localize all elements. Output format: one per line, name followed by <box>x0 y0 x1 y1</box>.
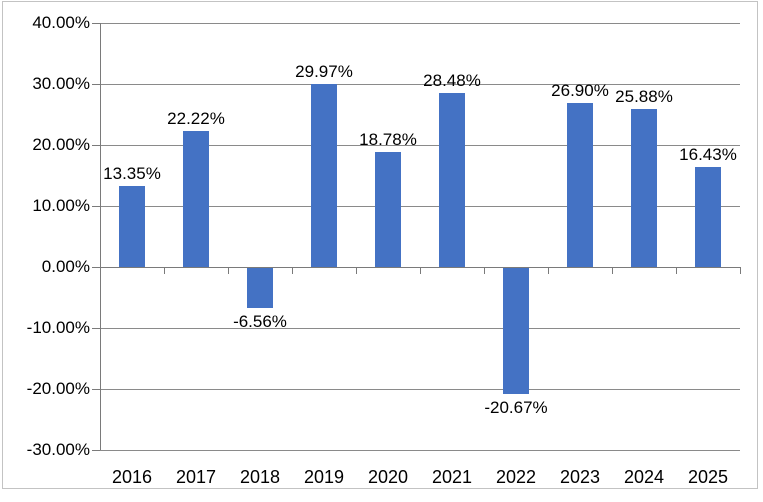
y-axis-label: 30.00% <box>32 74 90 93</box>
y-axis-tick <box>92 206 100 207</box>
x-axis-label: 2024 <box>623 467 665 487</box>
x-axis-tick <box>612 267 613 274</box>
x-axis-tick <box>228 267 229 274</box>
x-axis-label: 2025 <box>687 467 729 487</box>
bar-label: 26.90% <box>551 80 609 100</box>
y-axis-label: 20.00% <box>32 135 90 154</box>
gridline <box>100 450 740 451</box>
x-axis-label: 2022 <box>495 467 537 487</box>
x-axis-label: 2023 <box>559 467 601 487</box>
bar <box>119 185 145 267</box>
bar <box>375 152 401 267</box>
x-axis-tick <box>548 267 549 274</box>
bar <box>631 109 657 267</box>
bar-label: 18.78% <box>359 130 417 150</box>
y-axis-tick <box>92 389 100 390</box>
y-axis-label: -20.00% <box>26 379 90 398</box>
x-axis-tick <box>356 267 357 274</box>
x-axis-label: 2019 <box>303 467 345 487</box>
bar-label: 13.35% <box>103 163 161 183</box>
y-axis-tick <box>92 84 100 85</box>
y-axis-label: -10.00% <box>26 318 90 337</box>
gridline <box>100 23 740 24</box>
bar-label: 16.43% <box>679 144 737 164</box>
bar <box>567 102 593 267</box>
x-axis-tick <box>292 267 293 274</box>
x-axis-label: 2020 <box>367 467 409 487</box>
x-axis-label: 2017 <box>175 467 217 487</box>
y-axis-tick <box>92 23 100 24</box>
y-axis-label: 10.00% <box>32 196 90 215</box>
y-axis-tick <box>92 450 100 451</box>
bar <box>439 93 465 267</box>
x-axis-tick <box>164 267 165 274</box>
bar-label: 29.97% <box>295 62 353 82</box>
y-axis-tick <box>92 145 100 146</box>
gridline <box>100 206 740 207</box>
bar-label: -20.67% <box>484 398 548 418</box>
gridline <box>100 145 740 146</box>
x-axis-label: 2021 <box>431 467 473 487</box>
bar <box>695 166 721 267</box>
x-axis-tick <box>100 267 101 274</box>
bar <box>503 268 529 395</box>
gridline <box>100 389 740 390</box>
bar-label: 25.88% <box>615 87 673 107</box>
x-axis-tick <box>676 267 677 274</box>
x-axis-tick <box>740 267 741 274</box>
bar <box>183 131 209 267</box>
bar <box>311 84 337 267</box>
y-axis-label: 40.00% <box>32 13 90 32</box>
x-axis-tick <box>420 267 421 274</box>
gridline <box>100 328 740 329</box>
bar-label: 22.22% <box>167 109 225 129</box>
y-axis-label: 0.00% <box>41 257 90 276</box>
gridline <box>100 84 740 85</box>
y-axis-tick <box>92 328 100 329</box>
y-axis-label: -30.00% <box>26 440 90 459</box>
bar-label: -6.56% <box>233 312 287 332</box>
bar <box>247 268 273 309</box>
y-axis-line <box>100 23 101 450</box>
x-axis-tick <box>484 267 485 274</box>
x-axis-label: 2016 <box>111 467 153 487</box>
x-axis-label: 2018 <box>239 467 281 487</box>
bar-label: 28.48% <box>423 71 481 91</box>
y-axis-tick <box>92 267 100 268</box>
